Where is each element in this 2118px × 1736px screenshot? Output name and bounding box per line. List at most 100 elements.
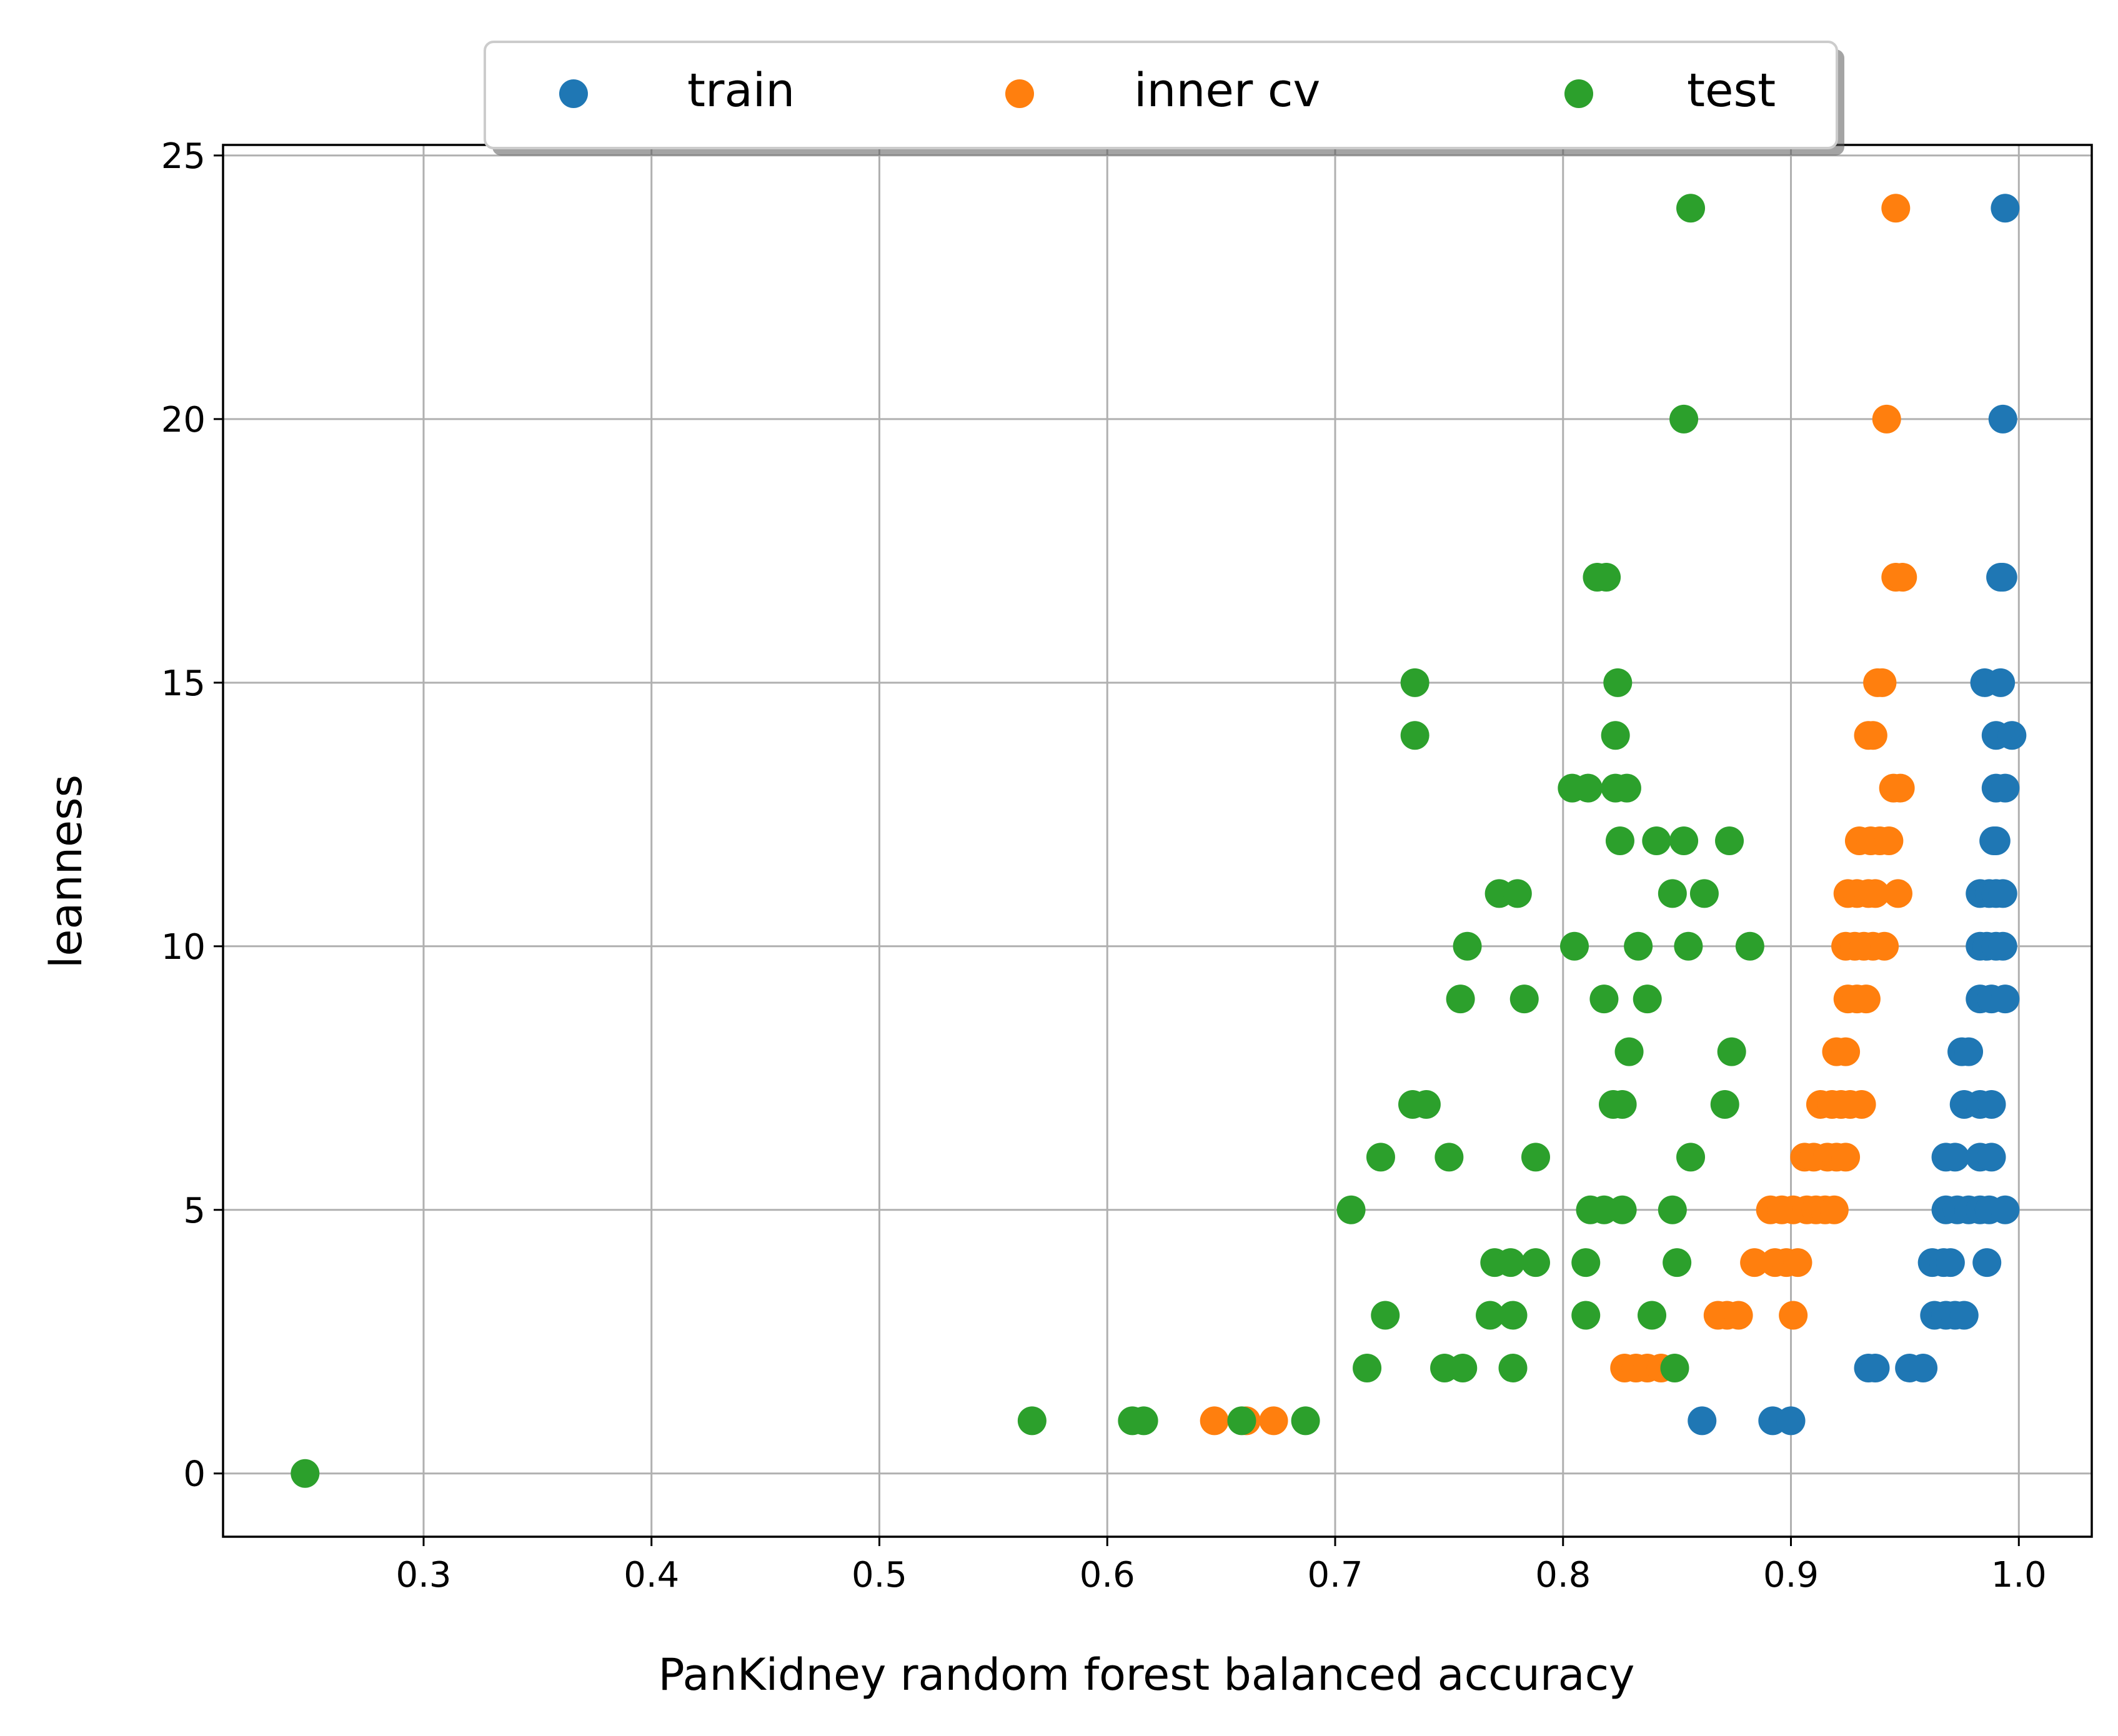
legend-label: train [687,64,795,117]
data-point [1986,668,2016,697]
data-point [1589,985,1619,1014]
data-point [1819,1195,1849,1224]
data-point [1988,879,2017,908]
data-point [1434,1143,1464,1172]
data-point [1977,1143,2006,1172]
data-point [1608,1089,1637,1119]
data-point [1521,1248,1550,1277]
data-point [1715,826,1744,855]
data-point [1663,1248,1692,1277]
legend-marker [559,79,588,108]
data-point [1872,404,1901,434]
data-point [1608,1195,1637,1224]
data-point [1997,721,2027,750]
data-point [1624,931,1653,961]
data-point [1400,721,1429,750]
data-point [1496,1248,1525,1277]
y-tick-label: 25 [161,136,206,177]
data-point [1867,668,1897,697]
data-point [1888,563,1917,592]
y-tick-label: 10 [161,927,206,968]
grid-layer [223,145,2092,1537]
data-point [1676,194,1706,223]
plot-frame [222,144,2093,1538]
data-point [1521,1143,1550,1172]
data-point [1988,931,2017,961]
x-tick-label: 0.5 [852,1555,907,1595]
data-point [1717,1037,1746,1066]
data-point [1612,773,1641,803]
data-point [1660,1353,1689,1382]
data-point [1886,773,1915,803]
data-point [1129,1406,1158,1436]
legend-label: test [1687,64,1776,117]
data-point [1200,1406,1229,1436]
data-point [1603,668,1633,697]
data-point [1633,985,1662,1014]
data-point [1909,1353,1938,1382]
data-point [1735,931,1764,961]
series-test [291,194,1764,1488]
data-point [1991,773,2020,803]
data-point [1366,1143,1395,1172]
data-point [1688,1406,1717,1436]
data-point [1498,1301,1528,1330]
x-tick-label: 1.0 [1991,1555,2047,1595]
data-point [1571,1248,1601,1277]
data-point [1453,931,1482,961]
legend-box [484,41,1838,149]
data-point [1658,879,1687,908]
data-point [1988,404,2017,434]
data-point [1954,1037,1984,1066]
data-point [1981,826,2011,855]
data-point [1658,1195,1687,1224]
ticks-layer: 0.3 0.4 0.5 0.6 0.7 0.8 0.9 1.0 0 5 10 15 20 25 [161,136,2047,1595]
x-tick-label: 0.7 [1307,1555,1363,1595]
data-point [1259,1406,1288,1436]
data-point [1776,1406,1806,1436]
data-point [1605,826,1634,855]
x-tick-label: 0.3 [395,1555,451,1595]
data-point [291,1459,320,1488]
data-point [1448,1353,1478,1382]
data-point [1861,879,1890,908]
data-point [1669,404,1699,434]
data-point [1638,1301,1667,1330]
series-inner-cv [1200,194,1917,1436]
data-point [1560,931,1589,961]
data-point [1779,1301,1808,1330]
x-tick-label: 0.4 [624,1555,679,1595]
data-point [1353,1353,1382,1382]
data-point [1881,194,1911,223]
data-point [1874,826,1904,855]
data-point [1669,826,1699,855]
y-tick-label: 0 [183,1454,206,1495]
legend-marker [1005,79,1034,108]
data-point [1503,879,1532,908]
points-layer [291,194,2027,1488]
data-point [1689,879,1719,908]
data-point [1847,1089,1876,1119]
data-point [1883,879,1912,908]
data-point [1674,931,1703,961]
data-point [1336,1195,1366,1224]
data-point [1740,1248,1769,1277]
x-tick-label: 0.8 [1535,1555,1591,1595]
data-point [1642,826,1671,855]
data-point [1724,1301,1753,1330]
data-point [1446,985,1475,1014]
data-point [1227,1406,1256,1436]
data-point [1783,1248,1812,1277]
data-point [1291,1406,1320,1436]
data-point [1571,1301,1601,1330]
data-point [1476,1301,1505,1330]
legend: train inner cv test [484,41,1844,156]
x-axis-title: PanKidney random forest balanced accurac… [658,1649,1634,1700]
y-tick-label: 15 [161,663,206,704]
data-point [1858,721,1887,750]
x-tick-label: 0.6 [1080,1555,1135,1595]
legend-entries: train inner cv test [559,64,1776,117]
data-point [1831,1143,1861,1172]
data-point [1870,931,1899,961]
data-point [1972,1248,2002,1277]
